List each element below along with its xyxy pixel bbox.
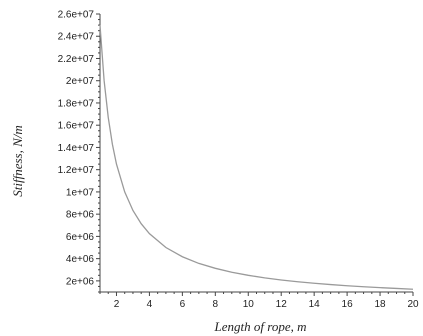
y-tick-label: 1.8e+07 — [58, 98, 95, 109]
y-tick-label: 1e+07 — [66, 187, 95, 198]
y-tick-label: 2.2e+07 — [58, 54, 95, 65]
y-tick-label: 1.4e+07 — [58, 143, 95, 154]
y-tick-label: 6e+06 — [66, 232, 95, 243]
axes — [99, 14, 413, 293]
x-tick-label: 8 — [213, 299, 219, 310]
x-axis-ticks: 2 4 6 8 10 12 14 16 18 20 — [99, 292, 419, 310]
y-tick-label: 2.6e+07 — [58, 10, 95, 21]
y-tick-label: 2e+06 — [66, 276, 95, 287]
x-tick-label: 20 — [407, 299, 419, 310]
y-tick-label: 4e+06 — [66, 254, 95, 265]
x-tick-label: 4 — [147, 299, 153, 310]
x-tick-label: 16 — [342, 299, 354, 310]
x-tick-label: 14 — [309, 299, 321, 310]
x-tick-label: 10 — [243, 299, 255, 310]
stiffness-curve — [99, 25, 414, 290]
y-tick-label: 2.4e+07 — [58, 32, 95, 43]
y-tick-label: 1.2e+07 — [58, 165, 95, 176]
x-tick-label: 12 — [276, 299, 288, 310]
series-layer — [99, 25, 414, 290]
y-tick-label: 2e+07 — [66, 76, 95, 87]
y-tick-label: 1.6e+07 — [58, 121, 95, 132]
y-axis-ticks: 2e+06 4e+06 6e+06 8e+06 1e+07 1.2e+07 1.4e+07 1… — [58, 10, 100, 293]
y-tick-label: 8e+06 — [66, 210, 95, 221]
x-tick-label: 6 — [180, 299, 186, 310]
x-tick-label: 18 — [374, 299, 386, 310]
x-axis-title: Length of rope, m — [214, 319, 307, 334]
y-axis-title: Stiffness, N/m — [10, 125, 25, 197]
x-tick-label: 2 — [114, 299, 120, 310]
